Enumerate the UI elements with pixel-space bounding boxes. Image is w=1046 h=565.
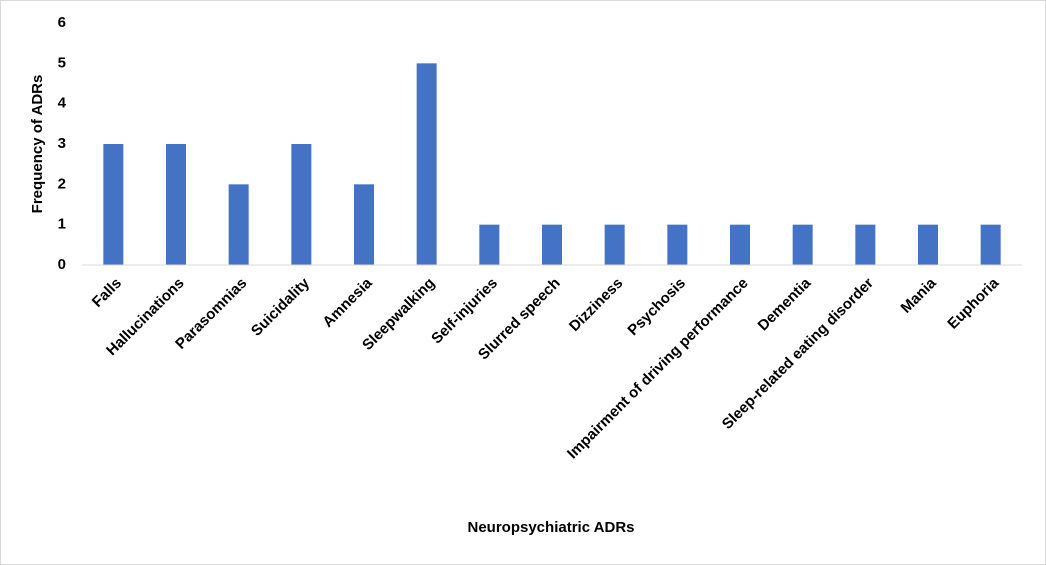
y-tick-label: 3: [58, 135, 66, 152]
bar: [166, 144, 186, 265]
bar: [604, 224, 625, 265]
bar: [667, 224, 688, 265]
bar: [228, 184, 249, 265]
y-tick-label: 1: [58, 216, 66, 233]
bar: [980, 224, 1001, 265]
x-axis-title: Neuropsychiatric ADRs: [468, 519, 635, 536]
bar: [416, 63, 437, 266]
y-tick-label: 6: [58, 14, 66, 31]
bar: [103, 144, 124, 265]
bar: [354, 184, 374, 265]
bar: [542, 224, 562, 265]
bar: [291, 144, 312, 265]
bar: [792, 224, 813, 265]
bar: [730, 224, 750, 265]
y-tick-label: 5: [58, 54, 66, 71]
y-axis-title: Frequency of ADRs: [29, 75, 46, 214]
y-tick-label: 4: [58, 95, 67, 112]
y-tick-label: 2: [58, 175, 66, 192]
y-tick-label: 0: [58, 256, 66, 273]
bar: [855, 224, 876, 265]
bar: [918, 224, 938, 265]
bar: [479, 224, 500, 265]
